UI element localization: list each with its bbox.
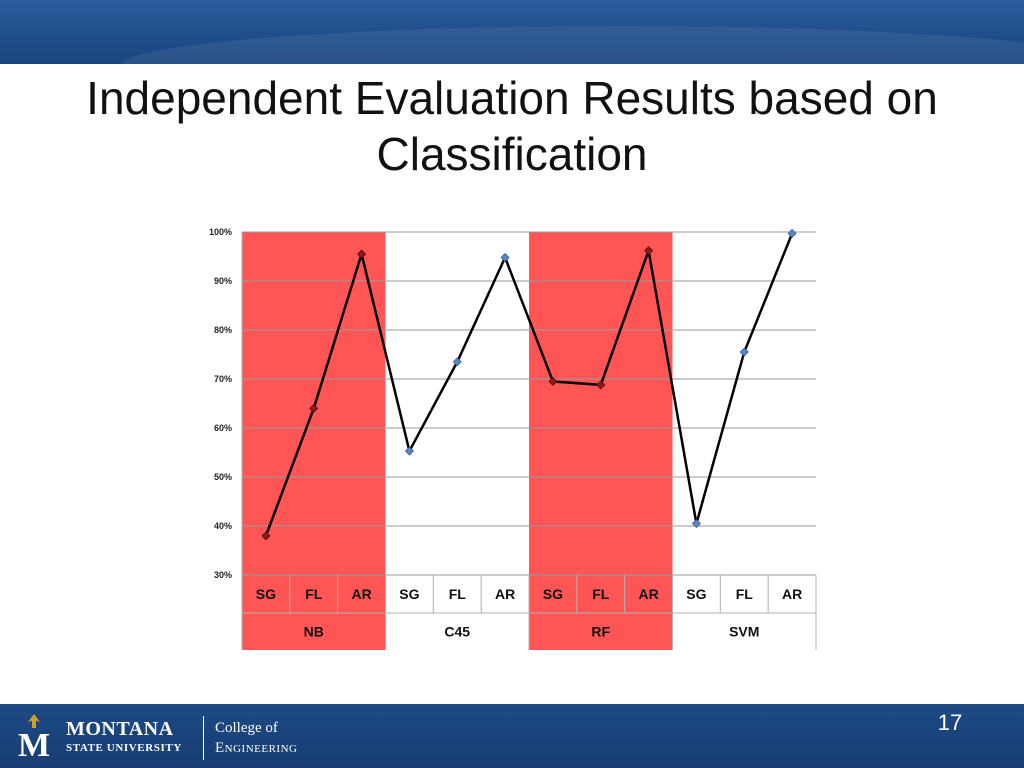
montana-state-logo-icon: M [18, 714, 50, 762]
category-label: AR [495, 586, 515, 602]
y-tick-label: 60% [214, 423, 232, 433]
college-line-1: College of [215, 720, 278, 736]
college-line-2: Engineering [215, 740, 298, 756]
logo-letter: M [18, 727, 50, 762]
category-label: FL [736, 586, 754, 602]
university-subtitle: STATE UNIVERSITY [66, 742, 182, 754]
group-label: SVM [729, 624, 759, 640]
highlight-band-rf [529, 232, 673, 650]
group-label: C45 [444, 624, 470, 640]
data-point [309, 403, 319, 413]
y-tick-label: 90% [214, 276, 232, 286]
footer-band [0, 704, 1024, 768]
y-tick-label: 30% [214, 570, 232, 580]
y-tick-label: 100% [209, 227, 232, 237]
group-label: RF [591, 624, 610, 640]
footer-divider [203, 716, 204, 760]
data-point [596, 380, 606, 390]
category-label: AR [782, 586, 802, 602]
category-label: FL [592, 586, 610, 602]
data-point [261, 531, 271, 541]
slide-title: Independent Evaluation Results based on … [86, 72, 938, 180]
category-label: FL [305, 586, 323, 602]
y-tick-label: 80% [214, 325, 232, 335]
category-label: AR [638, 586, 658, 602]
data-point [452, 357, 462, 367]
data-point [644, 246, 654, 256]
data-point [357, 249, 367, 259]
line-chart: 30% 40% 50% 60% 70% 80% 90% 100% SG FL AR SG FL AR SG F… [209, 227, 817, 650]
data-point [548, 376, 558, 387]
data-point [787, 228, 797, 239]
y-tick-label: 40% [214, 521, 232, 531]
group-label: NB [304, 624, 324, 640]
highlight-band-nb [242, 232, 386, 650]
category-label: SG [256, 586, 276, 602]
category-label: AR [351, 586, 371, 602]
university-name: MONTANA [66, 718, 174, 740]
page-number: 17 [937, 710, 963, 735]
y-tick-label: 50% [214, 472, 232, 482]
y-tick-label: 70% [214, 374, 232, 384]
header-band [0, 0, 1024, 64]
data-point [691, 518, 701, 529]
data-point [500, 252, 510, 263]
header-sheen [120, 26, 1024, 64]
category-label: SG [543, 586, 563, 602]
category-label: SG [686, 586, 706, 602]
category-label: SG [399, 586, 419, 602]
series-line [264, 233, 794, 537]
data-point [404, 446, 414, 456]
chart: 30% 40% 50% 60% 70% 80% 90% 100% SG FL AR SG FL AR SG F… [190, 220, 830, 660]
data-point [739, 347, 749, 357]
category-label: FL [449, 586, 467, 602]
